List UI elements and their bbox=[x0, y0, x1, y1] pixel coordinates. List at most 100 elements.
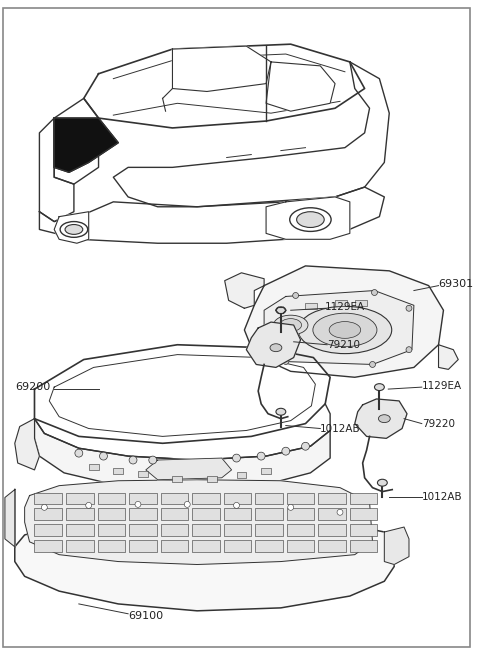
Bar bbox=[161, 540, 188, 552]
Bar bbox=[97, 540, 125, 552]
Ellipse shape bbox=[378, 415, 390, 422]
Text: 79210: 79210 bbox=[327, 340, 360, 350]
Circle shape bbox=[337, 510, 343, 515]
Polygon shape bbox=[24, 479, 372, 565]
Bar bbox=[261, 468, 271, 474]
Circle shape bbox=[234, 502, 240, 508]
Bar bbox=[35, 540, 62, 552]
Ellipse shape bbox=[65, 225, 83, 234]
Text: 79220: 79220 bbox=[422, 419, 455, 428]
Ellipse shape bbox=[270, 344, 282, 352]
Circle shape bbox=[184, 502, 190, 508]
Text: 69200: 69200 bbox=[15, 382, 50, 392]
Circle shape bbox=[406, 305, 412, 311]
Bar bbox=[318, 493, 346, 504]
Polygon shape bbox=[39, 187, 384, 243]
Bar bbox=[287, 493, 314, 504]
Ellipse shape bbox=[329, 322, 360, 339]
Polygon shape bbox=[264, 291, 414, 364]
Bar bbox=[161, 493, 188, 504]
Polygon shape bbox=[225, 272, 264, 309]
Bar bbox=[161, 524, 188, 536]
Bar bbox=[350, 493, 377, 504]
Polygon shape bbox=[84, 44, 365, 128]
Circle shape bbox=[372, 290, 377, 295]
Ellipse shape bbox=[377, 479, 387, 486]
Bar bbox=[287, 524, 314, 536]
Polygon shape bbox=[35, 419, 330, 489]
Polygon shape bbox=[54, 212, 89, 243]
Bar bbox=[192, 540, 220, 552]
Bar bbox=[255, 508, 283, 520]
Polygon shape bbox=[54, 118, 118, 172]
Circle shape bbox=[301, 442, 310, 450]
Bar bbox=[129, 540, 156, 552]
Bar bbox=[97, 524, 125, 536]
Text: 69100: 69100 bbox=[128, 610, 163, 621]
Bar bbox=[207, 476, 217, 481]
Bar bbox=[237, 472, 246, 477]
Polygon shape bbox=[266, 197, 350, 239]
Bar bbox=[66, 493, 94, 504]
Bar bbox=[97, 508, 125, 520]
Bar bbox=[35, 508, 62, 520]
Polygon shape bbox=[384, 527, 409, 565]
Ellipse shape bbox=[298, 307, 392, 354]
Polygon shape bbox=[39, 118, 74, 221]
Bar bbox=[129, 508, 156, 520]
Polygon shape bbox=[246, 322, 300, 367]
Bar bbox=[318, 540, 346, 552]
Polygon shape bbox=[113, 62, 389, 207]
Bar bbox=[113, 468, 123, 474]
Bar bbox=[224, 540, 252, 552]
Bar bbox=[335, 301, 347, 307]
Bar bbox=[172, 476, 182, 481]
Circle shape bbox=[233, 454, 240, 462]
Polygon shape bbox=[146, 458, 231, 479]
Polygon shape bbox=[5, 489, 15, 547]
Bar bbox=[287, 508, 314, 520]
Bar bbox=[192, 508, 220, 520]
Polygon shape bbox=[172, 46, 271, 92]
Circle shape bbox=[129, 456, 137, 464]
Bar bbox=[350, 540, 377, 552]
Text: 1129EA: 1129EA bbox=[422, 381, 462, 391]
Polygon shape bbox=[54, 98, 98, 184]
Text: 1012AB: 1012AB bbox=[320, 424, 361, 434]
Bar bbox=[305, 303, 317, 309]
Bar bbox=[224, 493, 252, 504]
Circle shape bbox=[406, 346, 412, 352]
Ellipse shape bbox=[374, 384, 384, 390]
Circle shape bbox=[149, 456, 156, 464]
Circle shape bbox=[41, 504, 48, 510]
Circle shape bbox=[99, 452, 108, 460]
Polygon shape bbox=[355, 399, 407, 438]
Bar bbox=[97, 493, 125, 504]
Bar bbox=[66, 508, 94, 520]
Bar bbox=[129, 524, 156, 536]
Polygon shape bbox=[15, 489, 394, 611]
Ellipse shape bbox=[276, 408, 286, 415]
Ellipse shape bbox=[280, 318, 301, 331]
Ellipse shape bbox=[276, 307, 286, 314]
Bar bbox=[224, 524, 252, 536]
Bar bbox=[318, 524, 346, 536]
Bar bbox=[255, 540, 283, 552]
Bar bbox=[350, 508, 377, 520]
Bar bbox=[138, 471, 148, 477]
Bar bbox=[35, 493, 62, 504]
Polygon shape bbox=[439, 345, 458, 369]
Bar bbox=[129, 493, 156, 504]
Bar bbox=[350, 524, 377, 536]
Bar bbox=[89, 464, 98, 470]
Circle shape bbox=[283, 358, 289, 364]
Bar bbox=[355, 301, 367, 307]
Text: 69301: 69301 bbox=[439, 278, 474, 289]
Bar bbox=[192, 493, 220, 504]
Bar bbox=[255, 493, 283, 504]
Circle shape bbox=[288, 504, 294, 510]
Bar bbox=[318, 508, 346, 520]
Ellipse shape bbox=[297, 212, 324, 227]
Text: 1012AB: 1012AB bbox=[422, 493, 462, 502]
Bar bbox=[161, 508, 188, 520]
